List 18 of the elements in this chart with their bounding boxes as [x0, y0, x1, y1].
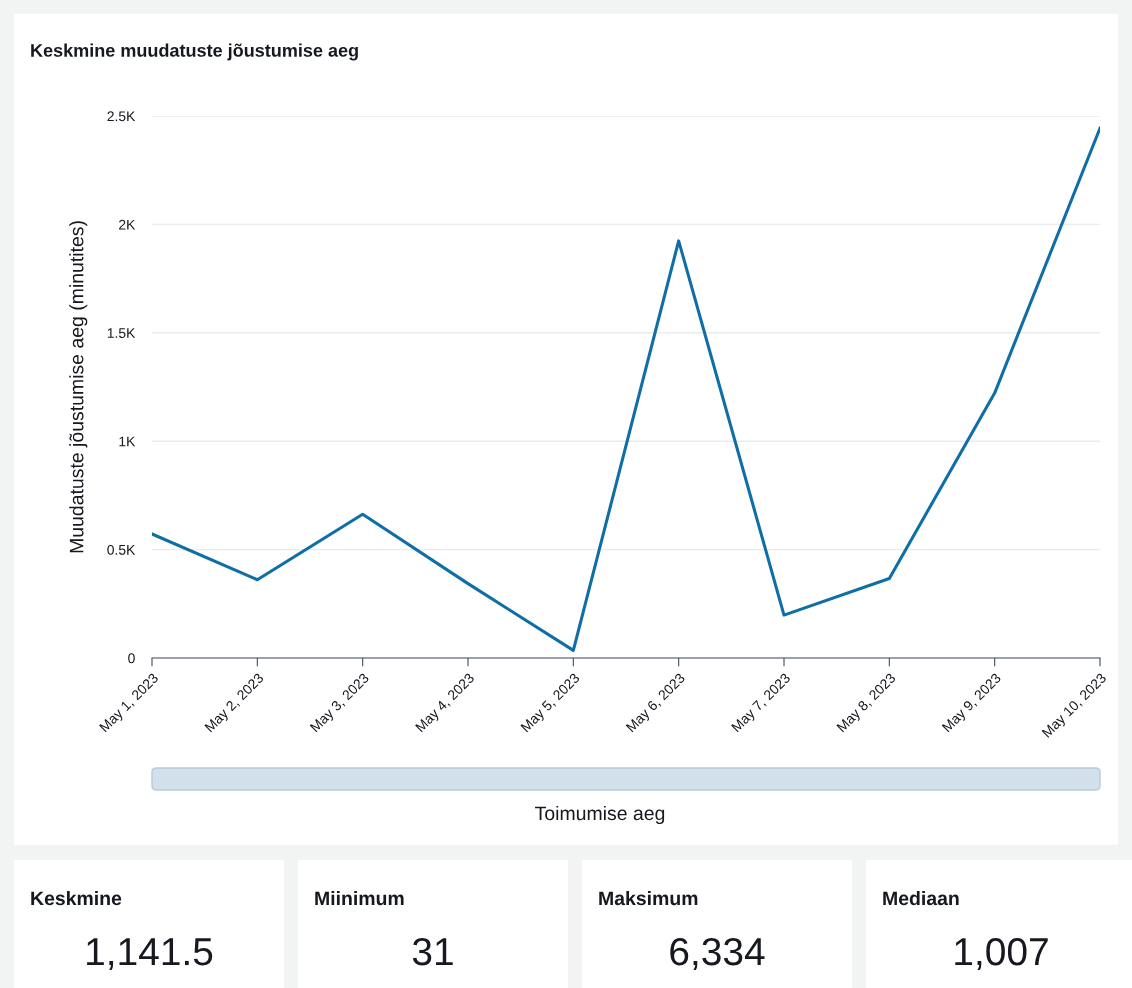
- x-axis-title: Toimumise aeg: [535, 805, 665, 825]
- category-label: Keskmine: [31, 890, 122, 906]
- y-tick-label: 2.5K: [107, 111, 136, 122]
- y-axis-title: Muudatuste jõustumise aeg (minutites): [69, 221, 88, 553]
- chart-title: Keskmine muudatuste jõustumise aeg: [31, 43, 358, 61]
- category-label: Mediaan: [883, 890, 959, 906]
- text: 31: [412, 937, 453, 966]
- y-tick-label: 1K: [119, 436, 136, 447]
- text: 1,007: [955, 937, 1048, 971]
- y-tick-label: 2K: [119, 219, 136, 230]
- text: 6,334: [670, 937, 765, 971]
- category-label: Miinimum: [315, 890, 404, 906]
- y-tick-label: 0.5K: [107, 544, 136, 555]
- y-tick-label: 0: [128, 653, 135, 664]
- line-series: [152, 126, 1100, 652]
- category-label: Maksimum: [599, 890, 698, 906]
- y-tick-label: 1.5K: [107, 328, 136, 338]
- text: 1,141.5: [87, 938, 213, 971]
